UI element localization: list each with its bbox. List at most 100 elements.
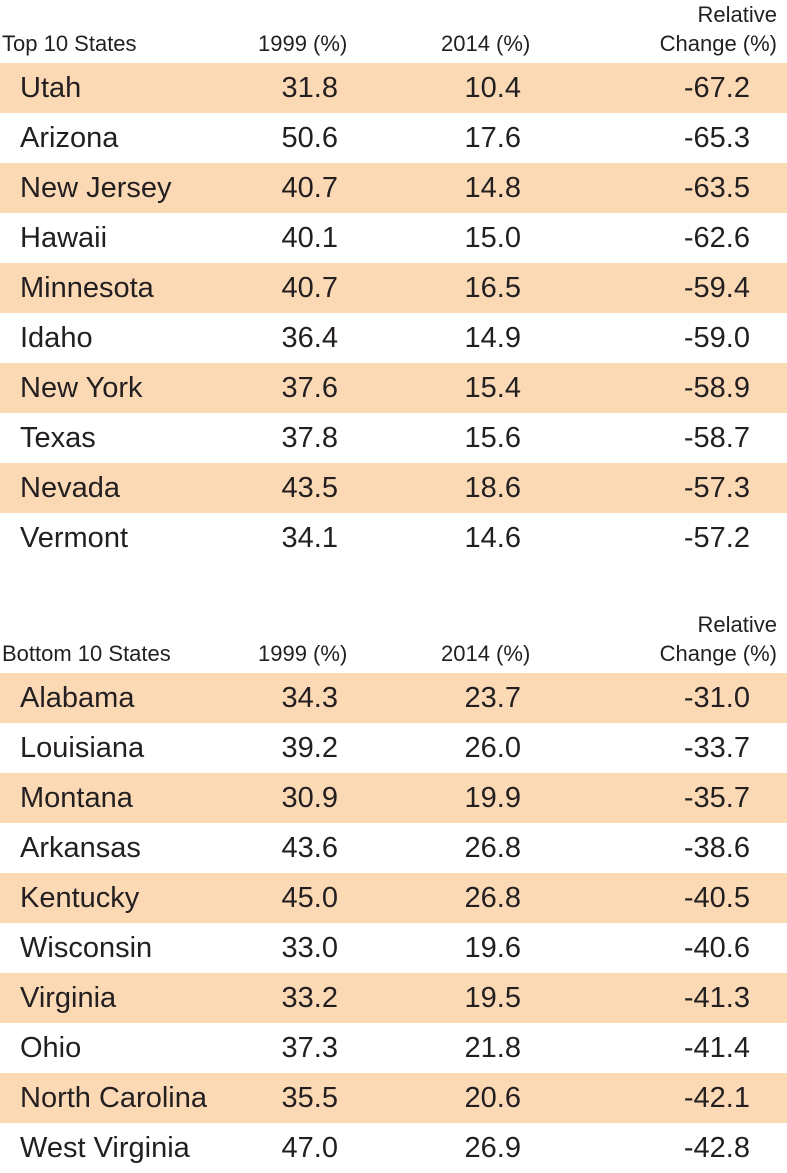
relative-change-cell: -59.0 — [683, 322, 750, 354]
relative-change-cell: -63.5 — [683, 172, 750, 204]
state-cell: Hawaii — [20, 222, 108, 254]
value-1999-cell: 33.0 — [281, 932, 338, 964]
state-cell: Arkansas — [20, 832, 141, 864]
value-2014-cell: 21.8 — [464, 1032, 521, 1064]
value-2014-cell: 15.0 — [464, 222, 521, 254]
state-cell: Louisiana — [20, 732, 145, 764]
table-row: Arkansas 43.6 26.8 -38.6 — [0, 823, 787, 873]
value-2014-cell: 10.4 — [464, 72, 521, 104]
table-row: Nevada 43.5 18.6 -57.3 — [0, 463, 787, 513]
state-cell: Idaho — [20, 322, 93, 354]
value-1999-cell: 39.2 — [281, 732, 338, 764]
table-row: Minnesota 40.7 16.5 -59.4 — [0, 263, 787, 313]
value-2014-cell: 16.5 — [464, 272, 521, 304]
value-1999-cell: 34.1 — [281, 522, 338, 554]
value-1999-cell: 50.6 — [281, 122, 338, 154]
table-row: Montana 30.9 19.9 -35.7 — [0, 773, 787, 823]
header-state: Bottom 10 States — [2, 641, 171, 666]
state-cell: New York — [20, 372, 143, 404]
relative-change-cell: -58.9 — [683, 372, 750, 404]
value-1999-cell: 31.8 — [281, 72, 338, 104]
relative-change-cell: -59.4 — [683, 272, 750, 304]
header-2014: 2014 (%) — [441, 641, 531, 666]
value-1999-cell: 43.6 — [281, 832, 338, 864]
state-cell: Virginia — [20, 982, 117, 1014]
relative-change-cell: -62.6 — [683, 222, 750, 254]
top-table-header: Top 10 States 1999 (%) 2014 (%) Relative… — [0, 0, 787, 63]
state-cell: Texas — [20, 422, 96, 454]
state-cell: Nevada — [20, 472, 120, 504]
table-row: Louisiana 39.2 26.0 -33.7 — [0, 723, 787, 773]
state-cell: Kentucky — [20, 882, 140, 914]
state-cell: Montana — [20, 782, 133, 814]
relative-change-cell: -35.7 — [683, 782, 750, 814]
value-1999-cell: 40.7 — [281, 172, 338, 204]
table-row: Alabama 34.3 23.7 -31.0 — [0, 673, 787, 723]
table-row: Ohio 37.3 21.8 -41.4 — [0, 1023, 787, 1073]
header-2014: 2014 (%) — [441, 31, 531, 56]
value-1999-cell: 36.4 — [281, 322, 338, 354]
relative-change-cell: -57.3 — [683, 472, 750, 504]
value-2014-cell: 19.5 — [464, 982, 521, 1014]
relative-change-cell: -31.0 — [683, 682, 750, 714]
state-cell: Alabama — [20, 682, 135, 714]
value-1999-cell: 37.8 — [281, 422, 338, 454]
value-1999-cell: 34.3 — [281, 682, 338, 714]
state-cell: Arizona — [20, 122, 119, 154]
value-1999-cell: 37.3 — [281, 1032, 338, 1064]
state-cell: Minnesota — [20, 272, 154, 304]
value-1999-cell: 45.0 — [281, 882, 338, 914]
value-2014-cell: 17.6 — [464, 122, 521, 154]
header-1999: 1999 (%) — [258, 641, 348, 666]
table-row: New York 37.6 15.4 -58.9 — [0, 363, 787, 413]
header-relative-line1: Relative — [697, 612, 777, 637]
state-cell: Vermont — [20, 522, 128, 554]
state-cell: North Carolina — [20, 1082, 207, 1114]
state-cell: Ohio — [20, 1032, 82, 1064]
relative-change-cell: -38.6 — [683, 832, 750, 864]
header-state: Top 10 States — [2, 31, 137, 56]
value-1999-cell: 30.9 — [281, 782, 338, 814]
bottom-table-body: Alabama 34.3 23.7 -31.0 Louisiana 39.2 26.0 -33… — [0, 673, 787, 1173]
bottom-table-header: Bottom 10 States 1999 (%) 2014 (%) Relat… — [0, 610, 787, 673]
relative-change-cell: -42.1 — [683, 1082, 750, 1114]
value-1999-cell: 37.6 — [281, 372, 338, 404]
relative-change-cell: -65.3 — [683, 122, 750, 154]
value-2014-cell: 14.8 — [464, 172, 521, 204]
table-row: New Jersey 40.7 14.8 -63.5 — [0, 163, 787, 213]
relative-change-cell: -41.3 — [683, 982, 750, 1014]
top-10-states-table: Top 10 States 1999 (%) 2014 (%) Relative… — [0, 0, 787, 563]
relative-change-cell: -67.2 — [683, 72, 750, 104]
table-row: Idaho 36.4 14.9 -59.0 — [0, 313, 787, 363]
value-1999-cell: 35.5 — [281, 1082, 338, 1114]
table-row: Wisconsin 33.0 19.6 -40.6 — [0, 923, 787, 973]
table-row: Vermont 34.1 14.6 -57.2 — [0, 513, 787, 563]
table-row: Texas 37.8 15.6 -58.7 — [0, 413, 787, 463]
table-row: Hawaii 40.1 15.0 -62.6 — [0, 213, 787, 263]
value-2014-cell: 14.9 — [464, 322, 521, 354]
relative-change-cell: -42.8 — [683, 1132, 750, 1164]
relative-change-cell: -33.7 — [683, 732, 750, 764]
top-table-body: Utah 31.8 10.4 -67.2 Arizona 50.6 17.6 -65.3 New… — [0, 63, 787, 563]
state-cell: Utah — [20, 72, 82, 104]
table-row: West Virginia 47.0 26.9 -42.8 — [0, 1123, 787, 1173]
relative-change-cell: -40.5 — [683, 882, 750, 914]
header-relative-change: Relative Change (%) — [577, 610, 777, 668]
value-1999-cell: 40.7 — [281, 272, 338, 304]
header-relative-change: Relative Change (%) — [577, 0, 777, 58]
state-cell: West Virginia — [20, 1132, 190, 1164]
relative-change-cell: -58.7 — [683, 422, 750, 454]
value-2014-cell: 18.6 — [464, 472, 521, 504]
value-1999-cell: 33.2 — [281, 982, 338, 1014]
value-1999-cell: 40.1 — [281, 222, 338, 254]
value-2014-cell: 19.9 — [464, 782, 521, 814]
header-relative-line2: Change (%) — [659, 31, 777, 56]
table-row: Arizona 50.6 17.6 -65.3 — [0, 113, 787, 163]
value-2014-cell: 15.6 — [464, 422, 521, 454]
value-2014-cell: 15.4 — [464, 372, 521, 404]
state-cell: New Jersey — [20, 172, 172, 204]
value-2014-cell: 26.8 — [464, 832, 521, 864]
relative-change-cell: -41.4 — [683, 1032, 750, 1064]
state-cell: Wisconsin — [20, 932, 153, 964]
table-row: Kentucky 45.0 26.8 -40.5 — [0, 873, 787, 923]
